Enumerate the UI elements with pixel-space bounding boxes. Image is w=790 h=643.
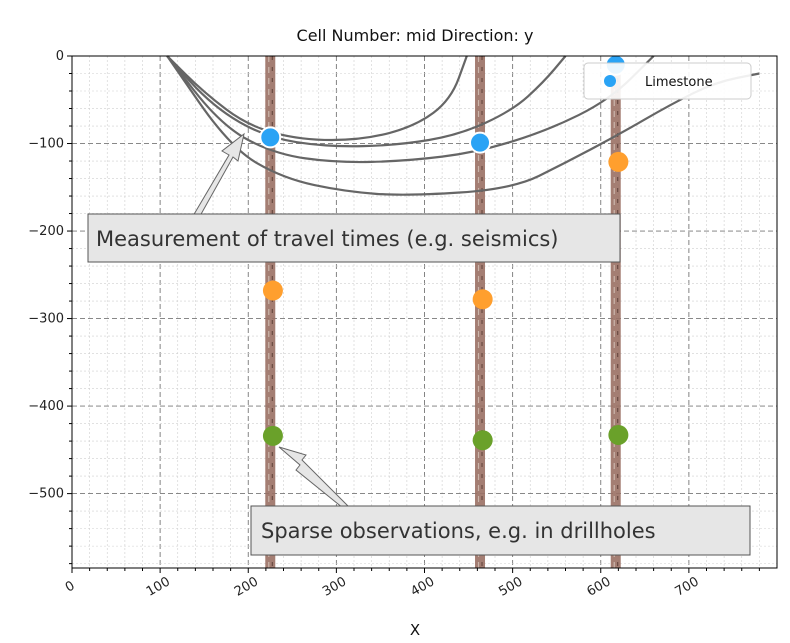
x-tick-label: 400 bbox=[408, 574, 437, 599]
legend-label-limestone: Limestone bbox=[645, 75, 713, 90]
annotation-box-seismics bbox=[87, 213, 621, 263]
data-point bbox=[262, 280, 283, 301]
legend: Limestone bbox=[583, 62, 752, 100]
annotations: Measurement of travel times (e.g. seismi… bbox=[87, 132, 751, 556]
y-tick-label: −100 bbox=[28, 137, 64, 152]
x-axis-label: X bbox=[410, 621, 420, 639]
y-axis: 0 −100 −200 −300 −400 −500 bbox=[28, 49, 72, 565]
x-axis: 0 100 200 300 400 500 600 700 bbox=[63, 568, 760, 600]
annotation-box-drillholes bbox=[250, 505, 751, 556]
legend-marker-limestone bbox=[604, 75, 616, 87]
seismic-curve bbox=[166, 55, 468, 142]
seismic-curve bbox=[166, 55, 655, 164]
x-tick-label: 0 bbox=[63, 578, 78, 595]
drillhole bbox=[265, 56, 276, 568]
data-point bbox=[608, 151, 629, 172]
plot-area bbox=[71, 53, 778, 569]
y-tick-label: −400 bbox=[28, 399, 64, 414]
data-point bbox=[608, 424, 629, 445]
chart-title: Cell Number: mid Direction: y bbox=[297, 26, 534, 45]
y-tick-label: 0 bbox=[56, 49, 64, 64]
drillhole bbox=[610, 56, 621, 568]
x-tick-label: 600 bbox=[584, 574, 613, 599]
annotation-arrow-drillholes bbox=[278, 446, 352, 509]
y-tick-label: −300 bbox=[28, 312, 64, 327]
y-tick-label: −500 bbox=[28, 487, 64, 502]
x-tick-label: 700 bbox=[673, 574, 702, 599]
data-point bbox=[472, 289, 493, 310]
legend-box bbox=[583, 62, 752, 100]
data-point bbox=[262, 425, 283, 446]
data-point bbox=[469, 131, 492, 154]
drillholes bbox=[265, 56, 621, 568]
drillhole bbox=[475, 56, 486, 568]
annotation-arrow-seismics bbox=[192, 132, 245, 217]
annotation-drillholes: Sparse observations, e.g. in drillholes bbox=[261, 519, 656, 543]
x-tick-label: 100 bbox=[144, 574, 173, 599]
annotation-seismics: Measurement of travel times (e.g. seismi… bbox=[96, 227, 559, 251]
y-tick-label: −200 bbox=[28, 224, 64, 239]
grid bbox=[71, 55, 778, 568]
data-point bbox=[259, 126, 282, 149]
x-tick-label: 200 bbox=[232, 574, 261, 599]
seismic-curve bbox=[166, 55, 567, 148]
x-tick-label: 300 bbox=[320, 574, 349, 599]
data-point bbox=[472, 430, 493, 451]
x-tick-label: 500 bbox=[496, 574, 525, 599]
